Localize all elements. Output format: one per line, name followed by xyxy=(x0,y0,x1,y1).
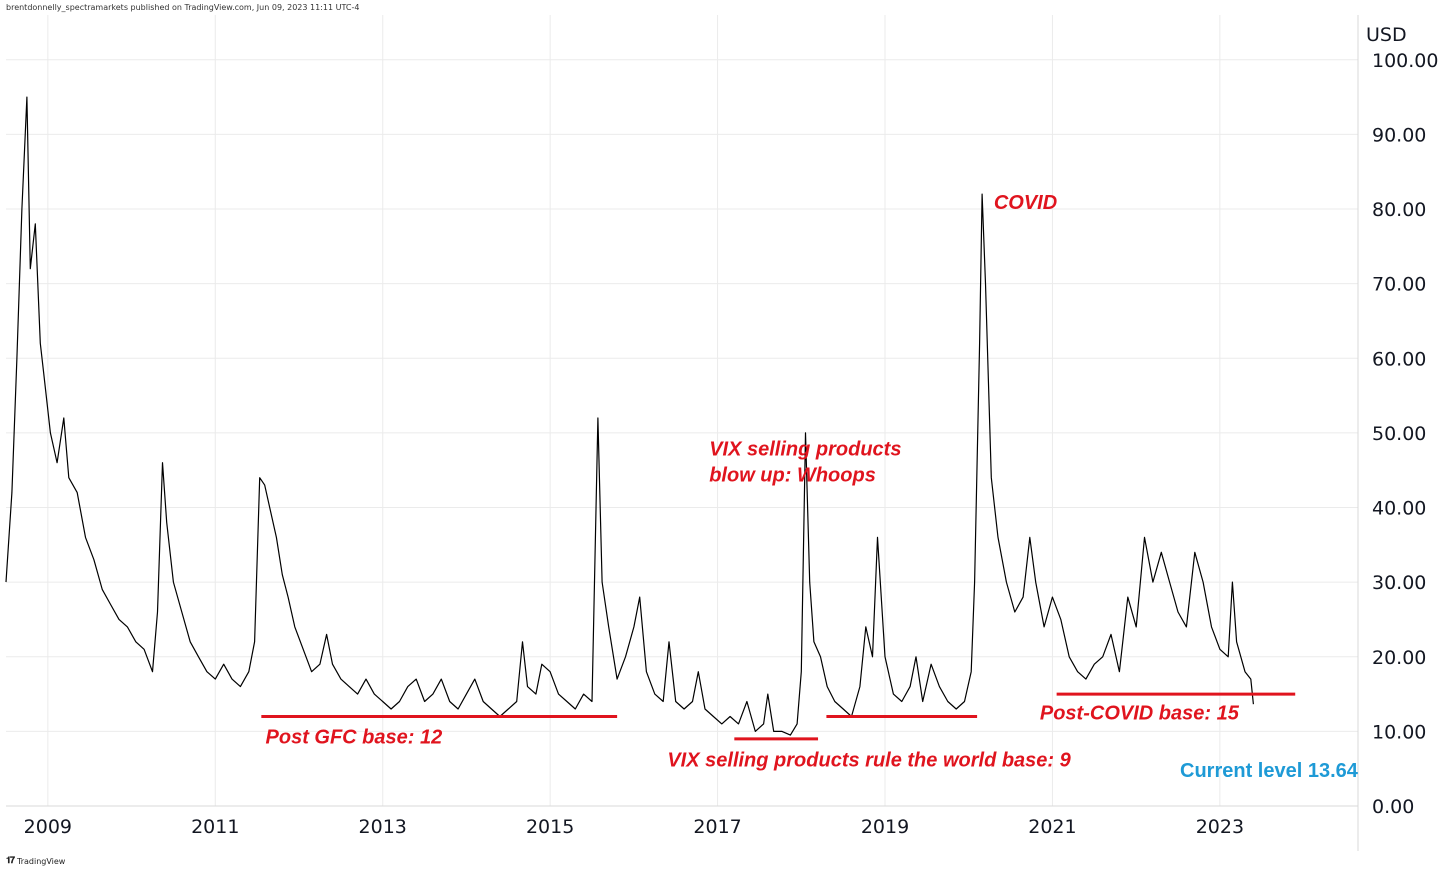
x-tick-label: 2017 xyxy=(693,816,741,838)
y-tick-label: 60.00 xyxy=(1372,348,1426,370)
annotation-label: blow up: Whoops xyxy=(709,464,876,486)
y-tick-label: 0.00 xyxy=(1372,796,1414,818)
y-tick-label: 10.00 xyxy=(1372,721,1426,743)
annotation-label: Post-COVID base: 15 xyxy=(1040,702,1240,724)
y-axis-labels: 0.00 10.00 20.00 30.00 40.00 50.00 60.00 70.00 8… xyxy=(1372,50,1438,818)
y-tick-label: 40.00 xyxy=(1372,498,1426,520)
publisher-header: brentdonnelly_spectramarkets published o… xyxy=(6,3,360,12)
current-level-label: Current level 13.64 xyxy=(1180,760,1359,782)
levels-layer xyxy=(261,692,1296,741)
x-axis-labels: 2009 2011 2013 2015 2017 2019 2021 2023 xyxy=(24,816,1244,838)
x-tick-label: 2009 xyxy=(24,816,72,838)
x-tick-label: 2011 xyxy=(191,816,239,838)
y-tick-label: 30.00 xyxy=(1372,572,1426,594)
annotations-layer: COVID VIX selling products blow up: Whoops… xyxy=(266,192,1240,771)
footer-brand: TradingView xyxy=(17,856,66,866)
y-tick-label: 100.00 xyxy=(1372,50,1438,72)
annotation-label: VIX selling products rule the world base… xyxy=(667,749,1071,771)
series-layer xyxy=(5,96,1254,736)
annotation-label: Post GFC base: 12 xyxy=(266,726,443,748)
annotation-label: VIX selling products xyxy=(709,438,901,460)
y-tick-label: 70.00 xyxy=(1372,274,1426,296)
x-tick-label: 2021 xyxy=(1028,816,1076,838)
y-tick-label: 50.00 xyxy=(1372,423,1426,445)
x-tick-label: 2013 xyxy=(359,816,407,838)
currency-label: USD xyxy=(1366,24,1407,46)
x-tick-label: 2019 xyxy=(861,816,909,838)
footer: 𝟏𝟕 TradingView xyxy=(6,856,65,866)
y-tick-label: 20.00 xyxy=(1372,647,1426,669)
vix-series-line xyxy=(5,96,1254,736)
y-tick-label: 80.00 xyxy=(1372,199,1426,221)
x-tick-label: 2015 xyxy=(526,816,574,838)
y-tick-label: 90.00 xyxy=(1372,124,1426,146)
annotation-label: COVID xyxy=(994,192,1057,214)
tradingview-logo-icon: 𝟏𝟕 xyxy=(6,856,15,866)
x-tick-label: 2023 xyxy=(1196,816,1244,838)
grid-lines xyxy=(6,15,1358,807)
